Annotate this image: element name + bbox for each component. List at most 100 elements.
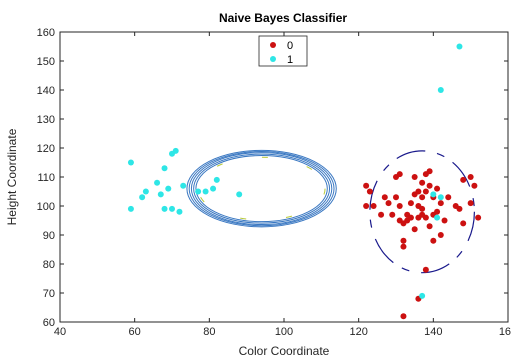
point-class-1 bbox=[176, 208, 183, 215]
point-class-0 bbox=[396, 203, 403, 209]
legend-box bbox=[258, 35, 308, 67]
point-class-0 bbox=[426, 168, 433, 175]
point-class-0 bbox=[419, 194, 426, 201]
chart-title: Naive Bayes Classifier bbox=[219, 11, 347, 25]
point-class-0 bbox=[411, 226, 418, 233]
point-class-1 bbox=[456, 43, 463, 50]
point-class-0 bbox=[460, 176, 467, 183]
contour-line bbox=[188, 150, 335, 227]
point-class-1 bbox=[165, 185, 172, 192]
point-class-1 bbox=[127, 205, 134, 212]
point-class-1 bbox=[139, 194, 146, 201]
contour-line bbox=[190, 152, 333, 226]
y-tick-label: 120 bbox=[37, 143, 55, 155]
legend-marker-1 bbox=[270, 56, 276, 62]
contour-layer bbox=[186, 149, 476, 274]
y-tick-label: 60 bbox=[43, 317, 55, 329]
x-axis-label: Color Coordinate bbox=[239, 344, 330, 358]
y-tick-label: 130 bbox=[37, 114, 55, 126]
y-tick-label: 100 bbox=[37, 201, 55, 213]
point-class-1 bbox=[161, 165, 168, 172]
point-class-1 bbox=[213, 176, 220, 183]
point-class-0 bbox=[467, 174, 474, 180]
legend: 0 1 bbox=[258, 35, 308, 67]
contour-line bbox=[369, 150, 476, 274]
x-axis: 40 60 80 100 120 140 160 bbox=[54, 32, 511, 338]
point-class-0 bbox=[396, 171, 403, 178]
x-tick-label: 100 bbox=[275, 326, 293, 338]
point-class-1 bbox=[161, 205, 168, 212]
y-tick-label: 150 bbox=[37, 56, 55, 68]
point-class-0 bbox=[411, 174, 418, 180]
point-class-0 bbox=[434, 185, 441, 192]
point-class-0 bbox=[422, 266, 429, 273]
point-class-0 bbox=[456, 205, 463, 212]
x-tick-label: 140 bbox=[424, 326, 442, 338]
point-class-1 bbox=[180, 182, 187, 189]
y-axis-label: Height Coordinate bbox=[5, 128, 19, 225]
point-class-0 bbox=[434, 208, 441, 215]
x-tick-label: 40 bbox=[54, 326, 66, 338]
contour-line-inner bbox=[197, 156, 326, 221]
contour-line bbox=[195, 155, 328, 223]
point-class-0 bbox=[400, 313, 407, 320]
point-class-0 bbox=[426, 182, 433, 189]
point-class-0 bbox=[467, 200, 474, 207]
legend-label-1: 1 bbox=[287, 54, 293, 66]
point-class-0 bbox=[366, 188, 373, 195]
point-class-1 bbox=[434, 214, 441, 221]
point-class-1 bbox=[202, 188, 209, 195]
y-tick-label: 90 bbox=[43, 230, 55, 242]
point-class-1 bbox=[157, 191, 164, 198]
point-class-0 bbox=[400, 243, 407, 250]
y-tick-label: 80 bbox=[43, 259, 55, 271]
plot-area bbox=[59, 31, 509, 323]
point-class-0 bbox=[419, 211, 426, 218]
point-class-0 bbox=[400, 237, 407, 244]
y-axis: 60 70 80 90 100 110 120 130 140 150 160 bbox=[37, 27, 508, 329]
point-class-0 bbox=[389, 211, 396, 218]
point-class-0 bbox=[445, 194, 452, 201]
point-class-0 bbox=[437, 232, 444, 238]
x-tick-label: 120 bbox=[349, 326, 367, 338]
point-class-0 bbox=[407, 200, 414, 207]
point-class-0 bbox=[460, 220, 467, 227]
point-class-1 bbox=[154, 179, 161, 186]
point-class-0 bbox=[363, 203, 370, 209]
point-class-0 bbox=[426, 223, 433, 230]
point-class-1 bbox=[437, 87, 444, 93]
point-class-1 bbox=[437, 194, 444, 201]
legend-marker-0 bbox=[270, 42, 276, 48]
point-class-0 bbox=[471, 182, 478, 189]
point-class-0 bbox=[393, 194, 399, 201]
point-class-1 bbox=[195, 188, 202, 195]
point-class-0 bbox=[363, 182, 370, 189]
point-class-1 bbox=[419, 292, 426, 299]
point-class-0 bbox=[441, 217, 448, 224]
contour-line bbox=[193, 153, 331, 224]
point-class-1 bbox=[210, 185, 217, 192]
point-class-0 bbox=[378, 211, 385, 218]
point-class-0 bbox=[430, 237, 437, 244]
point-class-0 bbox=[475, 214, 482, 221]
x-tick-label: 80 bbox=[203, 326, 215, 338]
x-tick-label: 160 bbox=[499, 326, 511, 338]
point-class-1 bbox=[142, 188, 149, 195]
y-tick-label: 110 bbox=[37, 172, 55, 184]
point-class-0 bbox=[415, 188, 422, 195]
y-tick-label: 140 bbox=[37, 85, 55, 97]
point-class-0 bbox=[422, 188, 429, 195]
point-class-0 bbox=[381, 194, 388, 201]
point-class-0 bbox=[385, 200, 392, 207]
x-tick-label: 60 bbox=[129, 326, 141, 338]
point-class-1 bbox=[169, 205, 175, 212]
point-class-0 bbox=[419, 205, 426, 212]
point-class-1 bbox=[172, 147, 179, 154]
y-tick-label: 70 bbox=[43, 288, 55, 300]
point-class-0 bbox=[437, 200, 444, 207]
point-class-0 bbox=[419, 179, 426, 186]
y-tick-label: 160 bbox=[37, 27, 55, 39]
point-class-1 bbox=[430, 191, 437, 198]
point-class-1 bbox=[236, 191, 243, 198]
contour-line bbox=[186, 149, 337, 228]
